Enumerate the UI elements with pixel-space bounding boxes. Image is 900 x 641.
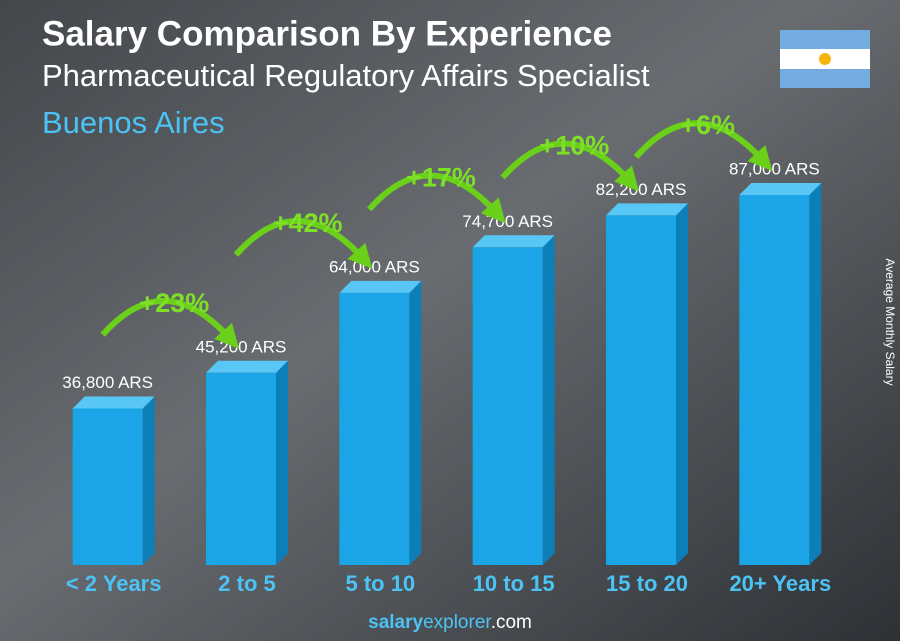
change-arrow [633,120,773,171]
bar [739,195,810,565]
bar-top [472,235,555,248]
change-arrow [500,140,639,192]
bar-top [206,360,288,373]
bar-side [142,396,155,565]
bar [472,247,543,565]
bar-side [676,203,688,565]
flag [780,30,870,88]
change-label: +23% [139,288,209,318]
x-tick-label: 10 to 15 [473,571,555,596]
value-label: 74,700 ARS [462,212,553,231]
footer-domain: .com [491,612,532,633]
bar [606,215,676,565]
y-axis-label: Average Monthly Salary [883,258,897,385]
x-tick-label: < 2 Years [66,571,162,596]
bar-side [809,183,822,565]
value-label: 64,000 ARS [329,257,420,276]
value-label: 36,800 ARS [62,373,153,392]
change-arrow [233,218,373,269]
bar-top [739,183,822,195]
change-label: +10% [539,131,609,161]
x-tick-label: 20+ Years [729,571,831,596]
bar-top [339,280,422,293]
x-tick-label: 2 to 5 [218,571,275,596]
change-label: +6% [680,110,735,140]
bar-side [409,280,422,565]
change-label: +42% [273,208,343,238]
value-label: 87,000 ARS [729,159,820,178]
footer: salaryexplorer.com [368,612,532,633]
value-label: 45,200 ARS [196,337,287,356]
change-arrow [100,298,239,349]
bar [339,292,410,565]
bar-top [72,396,155,409]
footer-bold: salary [368,612,423,633]
change-arrow [367,172,506,224]
bar-side [276,360,288,565]
value-label: 82,200 ARS [596,180,687,199]
x-tick-label: 15 to 20 [606,571,688,596]
bar-top [606,203,688,216]
footer-regular: explorer [423,612,492,633]
bar [72,408,143,565]
chart-subtitle: Pharmaceutical Regulatory Affairs Specia… [42,58,650,93]
change-label: +17% [406,162,476,192]
bar [206,372,276,565]
x-tick-label: 5 to 10 [345,571,415,596]
bar-side [542,235,555,565]
chart-title: Salary Comparison By Experience [42,14,612,53]
location: Buenos Aires [42,105,225,140]
